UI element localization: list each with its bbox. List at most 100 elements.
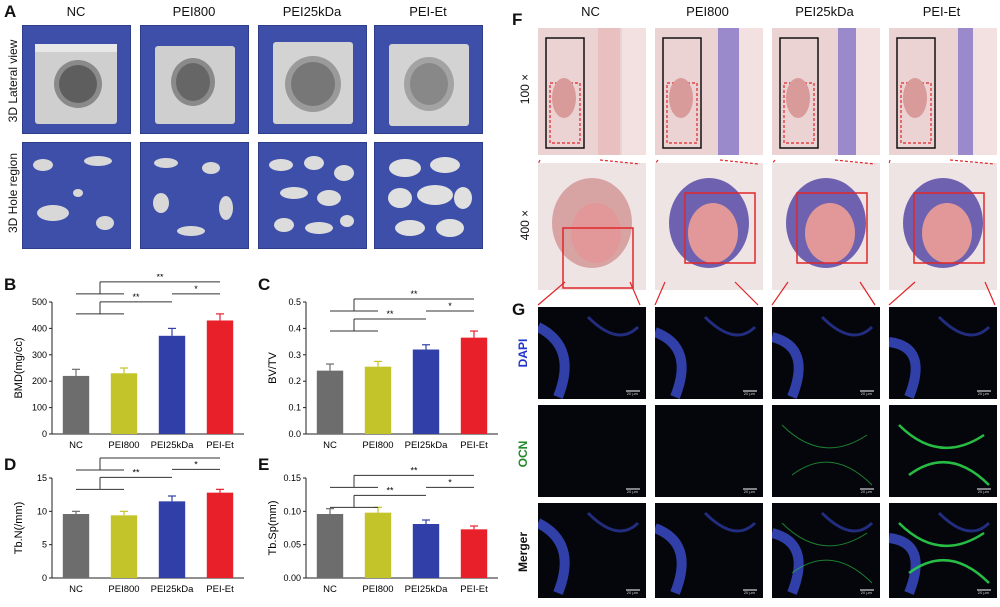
panel-a-row-lateral: 3D Lateral view (6, 39, 20, 123)
bone-cylinder-image (155, 46, 235, 124)
ct-lateral-pei800 (140, 25, 249, 134)
fluorescence-dapi-1: 20 μm (655, 307, 763, 399)
y-tick-label: 0.0 (288, 429, 301, 439)
y-tick-label: 200 (32, 376, 47, 386)
significance-label: ** (132, 467, 140, 477)
bar (316, 514, 344, 578)
he-stain-100x-3 (889, 28, 997, 155)
panel-f-row-100x: 100 × (518, 73, 532, 105)
bar (460, 337, 488, 434)
bar (460, 529, 488, 578)
bone-cylinder-image (35, 44, 117, 124)
significance-label: * (448, 477, 452, 487)
panel-g-row-dapi: DAPI (516, 338, 530, 368)
y-tick-label: 300 (32, 350, 47, 360)
fluorescence-dapi-3: 20 μm (889, 307, 997, 399)
ct-lateral-pei25kda (258, 25, 367, 134)
fluorescence-ocn-1: 20 μm (655, 405, 763, 497)
y-axis-label: BV/TV (267, 351, 279, 383)
bar (110, 515, 138, 578)
ct-hole-pei800 (140, 142, 249, 249)
trabecular-image (33, 156, 114, 230)
y-tick-label: 0.2 (288, 376, 301, 386)
scale-bar-label: 20 μm (978, 590, 990, 595)
fluorescence-image: 20 μm (538, 511, 640, 595)
y-tick-label: 15 (37, 473, 47, 483)
bar (158, 501, 186, 578)
panel-label-d: D (4, 455, 17, 474)
ct-lateral-peiet (374, 25, 483, 134)
x-tick-label: PEI-Et (460, 584, 488, 595)
panel-a-col-nc: NC (66, 4, 86, 19)
scale-bar-label: 20 μm (861, 590, 873, 595)
ct-hole-peiet (374, 142, 483, 249)
scale-bar-label: 20 μm (861, 391, 873, 396)
panel-f-col-nc: NC (581, 4, 600, 19)
histology-image (538, 28, 646, 155)
scale-bar-label: 20 μm (978, 391, 990, 396)
panel-f-col-peiet: PEI-Et (922, 4, 961, 19)
bar (412, 349, 440, 434)
y-tick-label: 0 (42, 429, 47, 439)
fluorescence-image: 20 μm (889, 511, 991, 595)
fluorescence-image: 20 μm (538, 315, 640, 399)
y-tick-label: 0.10 (283, 506, 301, 516)
fluorescence-image: 20 μm (655, 315, 757, 399)
significance-label: ** (156, 454, 164, 458)
fluorescence-merger-1: 20 μm (655, 503, 763, 598)
bar (62, 514, 90, 578)
he-stain-100x-0 (538, 28, 646, 155)
panel-a-col-pei800: PEI800 (172, 4, 216, 19)
he-stain-400x-1 (655, 163, 763, 290)
bar (62, 375, 90, 434)
ct-lateral-nc (22, 25, 131, 134)
bar (158, 335, 186, 434)
he-stain-100x-1 (655, 28, 763, 155)
panel-label-b: B (4, 275, 17, 294)
bar (364, 512, 392, 578)
histology-image (889, 163, 997, 290)
fluorescence-merger-0: 20 μm (538, 503, 646, 598)
chart-bmd: 0 100 200 300 400 500 BMD(mg/cc) NC PEI800 PEI25k… (13, 274, 244, 451)
fluorescence-dapi-0: 20 μm (538, 307, 646, 399)
fluorescence-image: 20 μm (889, 315, 991, 399)
significance-label: ** (156, 274, 164, 282)
ct-hole-nc (22, 142, 131, 249)
panel-f-col-pei800: PEI800 (686, 4, 729, 19)
scale-bar-label: 20 μm (978, 489, 990, 494)
x-tick-label: PEI25kDa (151, 584, 194, 595)
he-stain-400x-3 (889, 163, 997, 290)
fluorescence-merger-2: 20 μm (772, 503, 880, 598)
x-tick-label: PEI800 (362, 584, 393, 595)
fluorescence-dapi-2: 20 μm (772, 307, 880, 399)
panel-label-e: E (258, 455, 270, 474)
panel-label-g: G (512, 300, 526, 319)
x-tick-label: NC (69, 584, 83, 595)
bar (206, 492, 234, 578)
fluorescence-merger-3: 20 μm (889, 503, 997, 598)
bar (110, 373, 138, 434)
significance-label: ** (132, 292, 140, 302)
scale-bar-label: 20 μm (744, 391, 756, 396)
trabecular-image (269, 156, 354, 234)
y-axis-label: BMD(mg/cc) (13, 337, 25, 398)
fluorescence-image: 20 μm (772, 511, 874, 595)
y-tick-label: 0.4 (288, 323, 301, 333)
x-tick-label: PEI25kDa (405, 584, 448, 595)
roi-box (662, 37, 702, 149)
scale-bar-label: 20 μm (861, 489, 873, 494)
roi-box (796, 192, 868, 264)
roi-box (562, 227, 634, 289)
roi-box (545, 37, 585, 149)
roi-box (913, 192, 985, 264)
roi-box (896, 37, 936, 149)
ct-hole-pei25kda (258, 142, 367, 249)
y-tick-label: 0.3 (288, 350, 301, 360)
x-tick-label: PEI-Et (460, 440, 488, 451)
x-tick-label: NC (69, 440, 83, 451)
scale-bar-label: 20 μm (744, 590, 756, 595)
roi-box (684, 192, 756, 264)
histology-image (655, 163, 763, 290)
he-stain-400x-2 (772, 163, 880, 290)
